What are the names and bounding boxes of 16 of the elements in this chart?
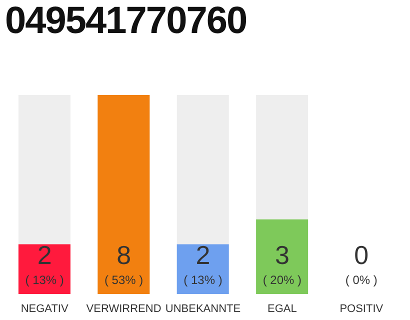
x-tick-label: VERWIRREND — [86, 303, 162, 315]
x-tick-label: POSITIV — [340, 303, 384, 315]
data-label: 2 — [37, 240, 52, 270]
data-label: 0 — [354, 240, 369, 270]
chart-title: 049541770760 — [5, 0, 247, 43]
annotation: ( 13% ) — [184, 273, 222, 287]
data-label: 8 — [116, 240, 132, 270]
annotation: ( 20% ) — [262, 273, 302, 287]
data-label: 3 — [274, 240, 290, 270]
annotation: ( 53% ) — [104, 273, 144, 287]
x-tick-label: UNBEKANNTE — [165, 303, 241, 315]
annotation: ( 13% ) — [25, 273, 64, 287]
x-tick-label: NEGATIV — [20, 303, 69, 315]
data-label: 2 — [196, 240, 210, 270]
annotation: ( 0% ) — [345, 273, 378, 287]
x-tick-label: EGAL — [268, 303, 297, 315]
